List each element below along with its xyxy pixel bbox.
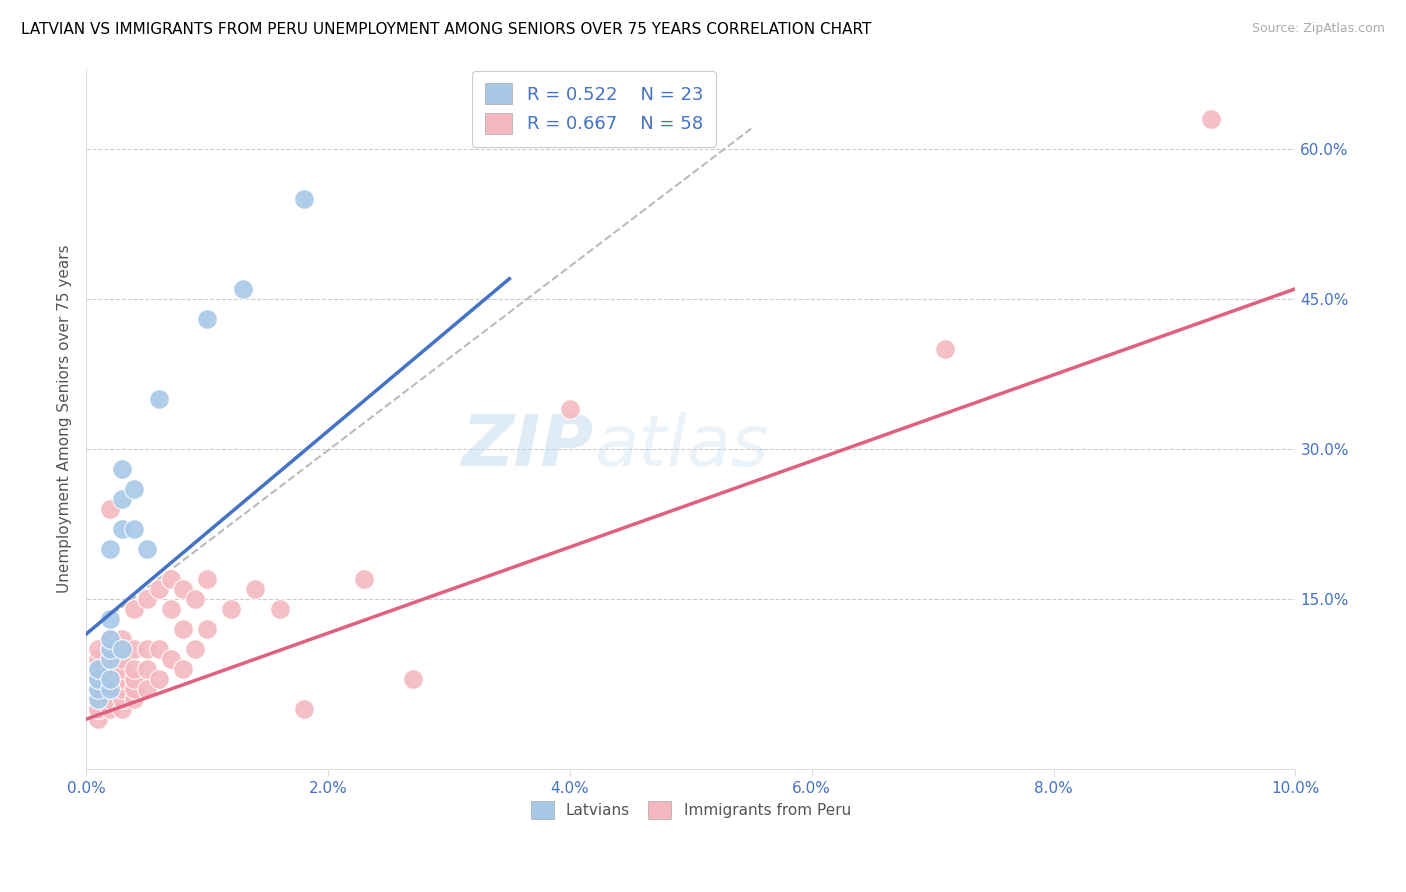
Point <box>195 622 218 636</box>
Point <box>934 342 956 356</box>
Point <box>219 602 242 616</box>
Point <box>1199 112 1222 126</box>
Point <box>124 682 146 697</box>
Point <box>98 692 121 706</box>
Point <box>87 702 110 716</box>
Point <box>159 652 181 666</box>
Point <box>98 682 121 697</box>
Point <box>111 642 134 657</box>
Point <box>124 692 146 706</box>
Point <box>87 662 110 676</box>
Point <box>111 491 134 506</box>
Point <box>111 692 134 706</box>
Point <box>98 702 121 716</box>
Point <box>87 682 110 697</box>
Point <box>87 692 110 706</box>
Point <box>148 392 170 406</box>
Point <box>159 602 181 616</box>
Point <box>135 642 157 657</box>
Point <box>98 682 121 697</box>
Point <box>498 121 520 136</box>
Point <box>98 642 121 657</box>
Point <box>172 582 194 596</box>
Text: atlas: atlas <box>593 412 769 482</box>
Point <box>98 652 121 666</box>
Point <box>159 572 181 586</box>
Point <box>98 632 121 647</box>
Point <box>135 662 157 676</box>
Point <box>135 542 157 557</box>
Point <box>111 522 134 536</box>
Point <box>124 522 146 536</box>
Point <box>87 712 110 726</box>
Point <box>87 642 110 657</box>
Point <box>135 682 157 697</box>
Point <box>353 572 375 586</box>
Point <box>172 622 194 636</box>
Point <box>172 662 194 676</box>
Point <box>111 702 134 716</box>
Point <box>148 582 170 596</box>
Point <box>195 572 218 586</box>
Point <box>135 592 157 607</box>
Point <box>232 282 254 296</box>
Point <box>148 672 170 686</box>
Text: Source: ZipAtlas.com: Source: ZipAtlas.com <box>1251 22 1385 36</box>
Point <box>87 662 110 676</box>
Point <box>195 311 218 326</box>
Point <box>98 662 121 676</box>
Point <box>87 672 110 686</box>
Point <box>111 632 134 647</box>
Point <box>87 652 110 666</box>
Point <box>87 692 110 706</box>
Point <box>111 672 134 686</box>
Point <box>111 652 134 666</box>
Point <box>245 582 267 596</box>
Point <box>111 682 134 697</box>
Point <box>87 672 110 686</box>
Point <box>98 652 121 666</box>
Point <box>401 672 423 686</box>
Point <box>111 642 134 657</box>
Point <box>98 542 121 557</box>
Point <box>98 612 121 626</box>
Point <box>98 672 121 686</box>
Point <box>98 642 121 657</box>
Point <box>269 602 291 616</box>
Point <box>184 642 207 657</box>
Point <box>124 662 146 676</box>
Text: LATVIAN VS IMMIGRANTS FROM PERU UNEMPLOYMENT AMONG SENIORS OVER 75 YEARS CORRELA: LATVIAN VS IMMIGRANTS FROM PERU UNEMPLOY… <box>21 22 872 37</box>
Point <box>124 672 146 686</box>
Point <box>111 462 134 476</box>
Point <box>87 702 110 716</box>
Point <box>292 702 315 716</box>
Point <box>292 192 315 206</box>
Point <box>98 632 121 647</box>
Y-axis label: Unemployment Among Seniors over 75 years: Unemployment Among Seniors over 75 years <box>58 244 72 593</box>
Point <box>184 592 207 607</box>
Point <box>124 642 146 657</box>
Point <box>87 682 110 697</box>
Point <box>558 401 581 416</box>
Point <box>148 642 170 657</box>
Legend: Latvians, Immigrants from Peru: Latvians, Immigrants from Peru <box>524 795 856 825</box>
Text: ZIP: ZIP <box>461 412 593 482</box>
Point <box>124 602 146 616</box>
Point <box>111 662 134 676</box>
Point <box>98 672 121 686</box>
Point <box>124 482 146 496</box>
Point <box>98 502 121 516</box>
